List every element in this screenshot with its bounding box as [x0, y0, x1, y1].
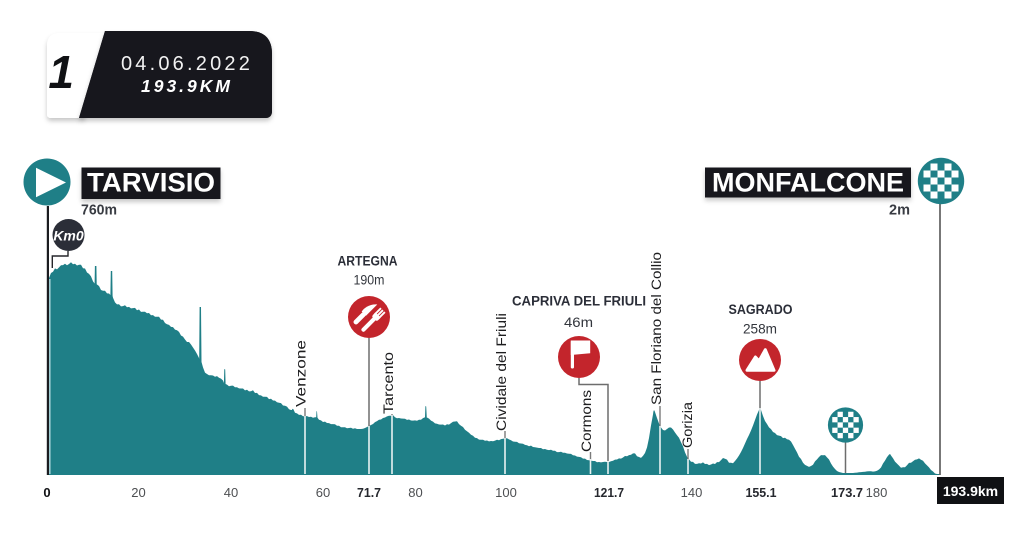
svg-text:Tarcento: Tarcento — [381, 352, 396, 414]
svg-text:258m: 258m — [743, 322, 777, 337]
svg-text:100: 100 — [495, 485, 517, 500]
svg-text:CAPRIVA DEL FRIULI: CAPRIVA DEL FRIULI — [512, 294, 646, 309]
svg-text:140: 140 — [681, 485, 703, 500]
svg-text:173.7: 173.7 — [831, 485, 863, 500]
svg-text:1: 1 — [48, 46, 74, 98]
svg-text:46m: 46m — [564, 315, 593, 330]
svg-text:2m: 2m — [889, 203, 910, 219]
svg-text:San Floriano del Collio: San Floriano del Collio — [649, 252, 664, 405]
svg-text:60: 60 — [316, 485, 330, 500]
svg-text:71.7: 71.7 — [357, 485, 381, 500]
svg-text:20: 20 — [131, 485, 145, 500]
svg-text:Gorizia: Gorizia — [680, 401, 695, 448]
svg-text:Venzone: Venzone — [294, 340, 309, 407]
svg-text:80: 80 — [408, 485, 422, 500]
svg-text:121.7: 121.7 — [594, 485, 624, 500]
svg-text:Cividale del Friuli: Cividale del Friuli — [494, 313, 509, 431]
svg-text:193.9KM: 193.9KM — [141, 76, 233, 96]
svg-text:760m: 760m — [81, 203, 117, 219]
svg-text:ARTEGNA: ARTEGNA — [338, 254, 398, 269]
svg-text:155.1: 155.1 — [746, 485, 777, 500]
svg-text:Km0: Km0 — [53, 228, 84, 244]
svg-text:190m: 190m — [354, 273, 385, 288]
svg-text:193.9km: 193.9km — [943, 483, 998, 499]
svg-text:MONFALCONE: MONFALCONE — [712, 168, 904, 198]
svg-text:04.06.2022: 04.06.2022 — [121, 53, 253, 75]
svg-text:TARVISIO: TARVISIO — [87, 168, 215, 198]
svg-text:0: 0 — [43, 485, 50, 500]
svg-text:40: 40 — [224, 485, 238, 500]
svg-text:Cormons: Cormons — [579, 390, 594, 452]
svg-text:SAGRADO: SAGRADO — [729, 302, 793, 317]
svg-text:180: 180 — [866, 485, 888, 500]
